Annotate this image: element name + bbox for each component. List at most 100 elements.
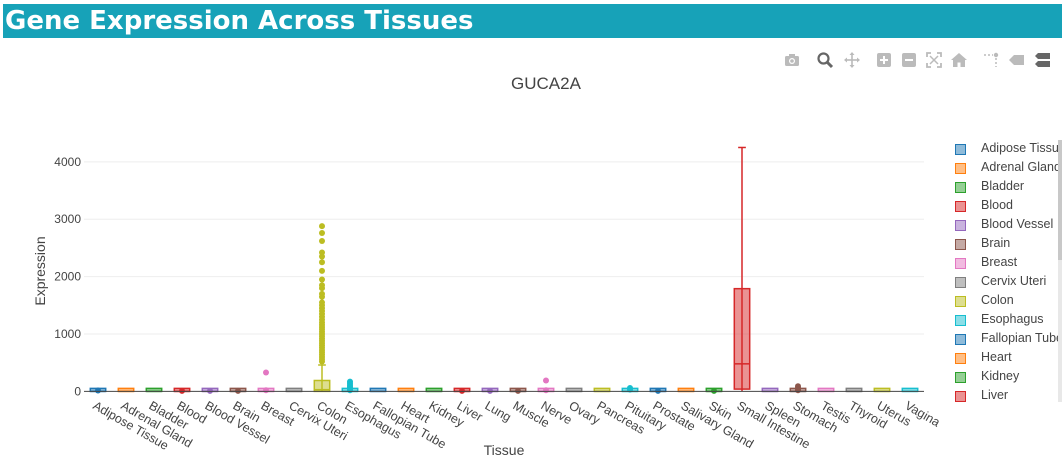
home-icon[interactable]: [949, 50, 969, 70]
outlier-point: [543, 377, 549, 384]
legend-scrollbar[interactable]: [1058, 140, 1062, 402]
outlier-point: [263, 369, 269, 376]
legend-label: Adrenal Gland: [981, 160, 1061, 174]
box-lung[interactable]: [481, 387, 499, 394]
legend-item[interactable]: Fallopian Tube: [952, 330, 1062, 349]
legend-item[interactable]: Liver: [952, 387, 1062, 402]
box-prostate[interactable]: [649, 387, 667, 394]
box-blood[interactable]: [173, 387, 191, 394]
legend-item[interactable]: Bladder: [952, 178, 1062, 197]
legend-swatch: [955, 182, 966, 193]
legend-item[interactable]: Kidney: [952, 368, 1062, 387]
legend-swatch: [955, 277, 966, 288]
legend: Adipose Tissue Adrenal Gland Bladder Blood B…: [952, 140, 1062, 402]
outlier-point: [319, 223, 325, 230]
camera-icon[interactable]: [782, 50, 802, 70]
hover-compare-icon[interactable]: [1032, 50, 1052, 70]
outlier-point: [319, 249, 325, 256]
legend-label: Brain: [981, 236, 1011, 250]
outlier-point: [95, 387, 101, 394]
legend-swatch: [955, 163, 966, 174]
legend-scrollbar-thumb[interactable]: [1058, 140, 1062, 260]
zoom-icon[interactable]: [815, 50, 835, 70]
legend-label: Blood Vessel: [981, 217, 1054, 231]
box-adipose-tissue[interactable]: [89, 387, 107, 394]
box-muscle[interactable]: [509, 387, 527, 394]
legend-item[interactable]: Cervix Uteri: [952, 273, 1062, 292]
legend-label: Fallopian Tube: [981, 331, 1062, 345]
legend-item[interactable]: Blood: [952, 197, 1062, 216]
outlier-point: [179, 387, 185, 394]
box-liver[interactable]: [453, 387, 471, 394]
legend-swatch: [955, 391, 966, 402]
legend-label: Colon: [981, 293, 1014, 307]
legend-item[interactable]: Adrenal Gland: [952, 159, 1062, 178]
outlier-point: [235, 387, 241, 394]
legend-label: Esophagus: [981, 312, 1044, 326]
legend-swatch: [955, 258, 966, 269]
outlier-point: [319, 229, 325, 236]
page-title: Gene Expression Across Tissues: [5, 6, 474, 36]
outlier-point: [515, 387, 521, 394]
box-marks: [89, 146, 919, 394]
legend-label: Bladder: [981, 179, 1025, 193]
legend-swatch: [955, 239, 966, 250]
legend-item[interactable]: Blood Vessel: [952, 216, 1062, 235]
legend-label: Cervix Uteri: [981, 274, 1047, 288]
outlier-point: [319, 259, 325, 266]
legend-swatch: [955, 144, 966, 155]
autoscale-icon[interactable]: [924, 50, 944, 70]
outlier-point: [627, 384, 633, 391]
legend-swatch: [955, 334, 966, 345]
outlier-point: [487, 387, 493, 394]
x-axis-title: Tissue: [484, 442, 525, 458]
zoom-out-icon[interactable]: [899, 50, 919, 70]
outlier-point: [319, 238, 325, 245]
spike-lines-icon[interactable]: [981, 50, 1001, 70]
page-header: Gene Expression Across Tissues: [3, 4, 1062, 38]
legend-item[interactable]: Brain: [952, 235, 1062, 254]
box-skin[interactable]: [705, 387, 723, 394]
legend-label: Kidney: [981, 369, 1020, 383]
legend-item[interactable]: Heart: [952, 349, 1062, 368]
zoom-in-icon[interactable]: [874, 50, 894, 70]
outlier-point: [263, 387, 269, 394]
box-iqr: [733, 287, 751, 390]
box-breast[interactable]: [257, 369, 275, 394]
hover-closest-icon[interactable]: [1006, 50, 1026, 70]
box-small-intestine[interactable]: [733, 146, 751, 392]
box-nerve[interactable]: [537, 377, 555, 394]
box-colon[interactable]: [313, 223, 331, 393]
legend-item[interactable]: Adipose Tissue: [952, 140, 1062, 159]
legend-item[interactable]: Breast: [952, 254, 1062, 273]
legend-label: Heart: [981, 350, 1012, 364]
legend-label: Blood: [981, 198, 1013, 212]
outlier-point: [319, 276, 325, 283]
chart-title: GUCA2A: [511, 74, 582, 93]
outlier-point: [319, 290, 325, 297]
outlier-point: [319, 282, 325, 289]
legend-swatch: [955, 220, 966, 231]
outlier-point: [795, 383, 801, 390]
legend-item[interactable]: Esophagus: [952, 311, 1062, 330]
outlier-point: [319, 267, 325, 274]
pan-icon[interactable]: [842, 50, 862, 70]
box-brain[interactable]: [229, 387, 247, 394]
legend-swatch: [955, 353, 966, 364]
y-tick-labels: 0 1000 2000 3000 4000: [54, 155, 81, 399]
y-tick-label: 4000: [54, 155, 81, 169]
outlier-point: [319, 299, 325, 306]
y-axis-title: Expression: [32, 236, 48, 305]
y-tick-label: 0: [74, 384, 81, 398]
legend-label: Breast: [981, 255, 1018, 269]
legend-swatch: [955, 315, 966, 326]
grid-lines: [84, 161, 924, 335]
outlier-point: [655, 387, 661, 394]
outlier-point: [711, 387, 717, 394]
outlier-point: [543, 387, 549, 394]
box-blood-vessel[interactable]: [201, 387, 219, 394]
legend-swatch: [955, 201, 966, 212]
y-tick-label: 2000: [54, 270, 81, 284]
legend-item[interactable]: Colon: [952, 292, 1062, 311]
